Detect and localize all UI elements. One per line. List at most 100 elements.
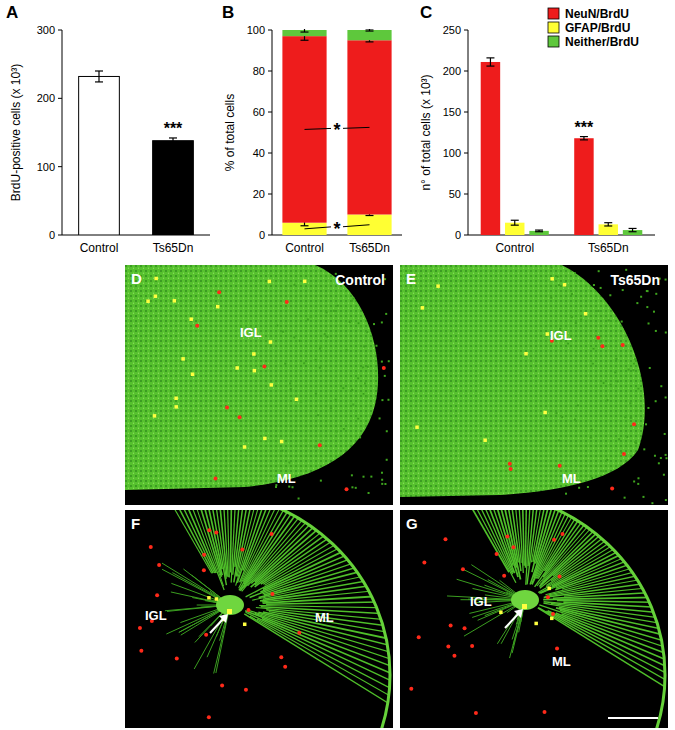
y-tick [58,30,62,31]
speckle [558,439,560,441]
speckle [284,265,286,267]
speckle [363,345,365,347]
speckle [310,316,312,318]
speckle [597,310,599,312]
fiber [161,510,222,569]
cell-red [202,568,206,572]
region-label: IGL [240,325,262,340]
speckle [665,279,667,281]
speckle [600,287,602,289]
speckle [351,486,353,488]
y-axis-label: % of total cells [223,94,237,171]
speckle [352,404,354,406]
micrograph-image [400,510,668,728]
chart-C: Cn° of total cells (x 10³)05010015020025… [419,3,655,255]
speckle [665,499,667,501]
cell-red [463,626,467,630]
speckle [373,323,375,325]
speckle [608,319,610,321]
annotation: * [333,120,340,140]
y-tick-label: 20 [253,188,265,200]
cell-yellow [269,340,273,344]
speckle [388,360,390,362]
fiber [409,510,514,573]
speckle [550,266,552,268]
cell-yellow [543,411,547,415]
speckle [580,319,582,321]
speckle [293,336,295,338]
cell-red [225,406,229,410]
cell-red [270,592,274,596]
speckle [349,321,351,323]
y-tick-label: 100 [443,147,461,159]
cell-yellow [534,622,538,626]
speckle [281,450,283,452]
cell-yellow [243,623,247,627]
arrow-head [514,609,523,618]
annotation-line [305,128,333,129]
cell-yellow [207,596,211,600]
annotation: *** [575,119,594,136]
cell-red [552,538,556,542]
bar [79,76,120,235]
fiber [214,605,230,674]
cell-red [632,422,636,426]
fiber [194,605,230,669]
speckle [319,367,321,369]
speckle [624,497,626,499]
cell-red [551,612,555,616]
speckle [292,486,294,488]
speckle [665,331,667,333]
micrograph-D: DControlIGLML [120,260,397,506]
speckle [284,363,286,365]
error-cap [511,220,519,221]
speckle [357,377,359,379]
legend: NeuN/BrdUGFAP/BrdUNeither/BrdU [548,7,639,49]
speckle [360,325,362,327]
cell-yellow [154,294,158,298]
speckle [609,294,611,296]
panel-letter: C [420,3,432,22]
speckle [357,418,359,420]
speckle [349,321,351,323]
y-tick-label: 200 [37,92,55,104]
cell-yellow [584,312,588,316]
speckle [305,440,307,442]
cell-yellow [216,305,220,309]
cell-red [621,343,625,347]
y-tick [464,30,468,31]
cell-red [508,462,512,466]
fiber [125,510,224,590]
cell-red [202,553,206,557]
error-bar [169,138,177,143]
speckle [637,477,639,479]
y-tick-label: 150 [443,106,461,118]
speckle [300,400,302,402]
speckle [345,349,347,351]
speckle [320,480,322,482]
fiber [505,510,523,573]
region-label: ML [552,654,571,669]
error-cap [604,222,612,223]
micrograph-G: GIGLML [275,280,675,730]
error-cap [366,215,374,216]
error-bar [511,220,519,225]
speckle [636,302,638,304]
cell-red [175,656,179,660]
fiber [125,510,215,573]
fiber [548,611,668,728]
error-bar [580,137,588,140]
fiber [125,510,216,573]
fibers [400,510,668,728]
legend-swatch [548,8,559,19]
fiber [421,510,513,566]
speckle [629,402,631,404]
fiber [538,608,668,728]
cell-yellow [174,396,178,400]
speckle [571,316,573,318]
cell-yellow [215,597,219,601]
speckle [290,388,292,390]
panel-letter: G [406,515,418,532]
speckle [647,290,649,292]
figure: ABrdU-positive cells (x 10³)0100200300Co… [0,0,675,730]
